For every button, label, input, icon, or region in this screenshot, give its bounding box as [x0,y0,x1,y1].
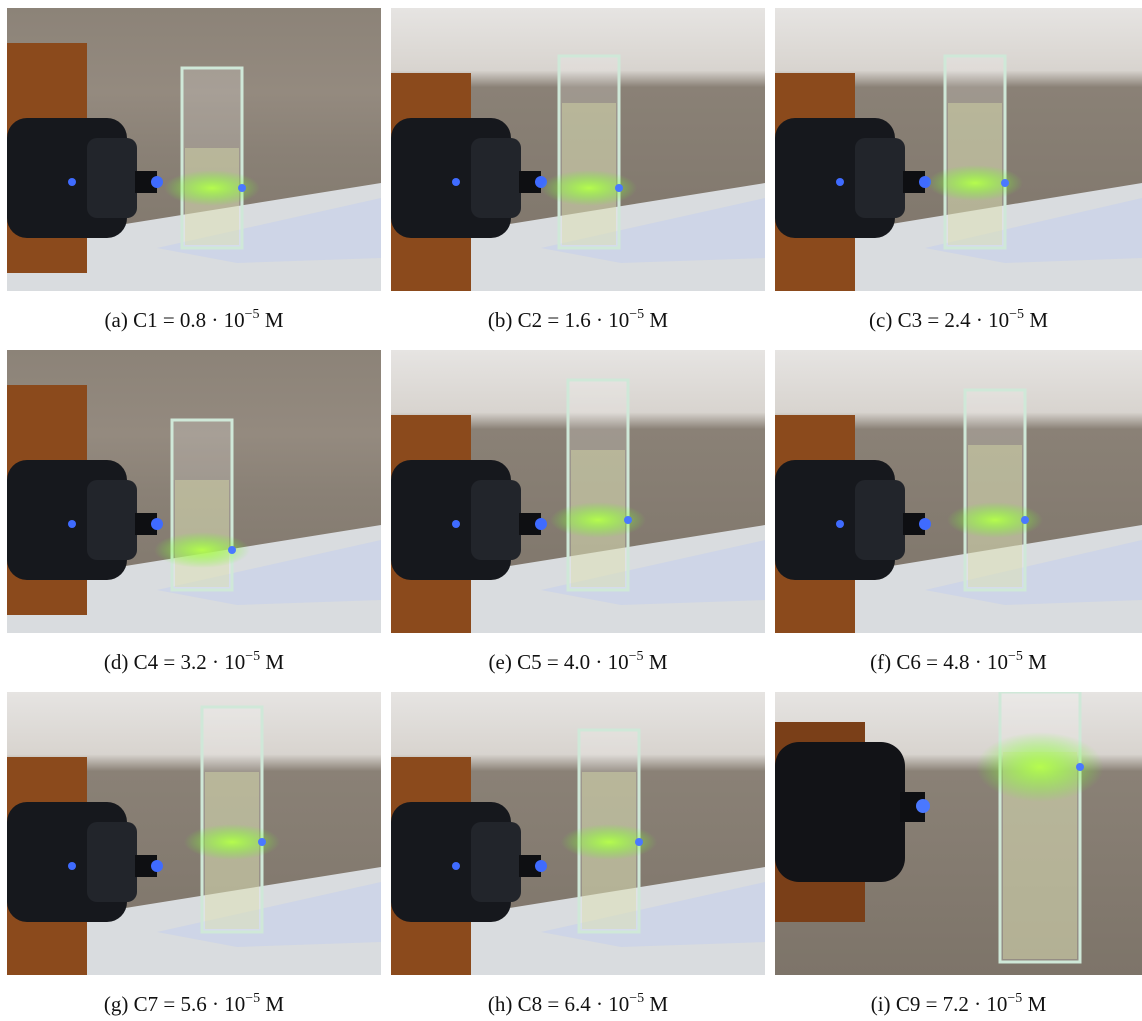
caption-exponent: −5 [629,307,644,322]
blue-spot [238,184,246,192]
photo [391,8,765,291]
caption-text: C7 = 5.6 · 10 [134,992,246,1016]
caption: (e) C5 = 4.0 · 10−5 M [391,649,765,675]
panel: (f) C6 = 4.8 · 10−5 M [775,350,1142,633]
caption-text: C4 = 3.2 · 10 [134,650,246,674]
caption-label: (c) [869,308,892,332]
caption-exponent: −5 [245,991,260,1006]
caption: (i) C9 = 7.2 · 10−5 M [775,991,1142,1017]
lens-housing [775,742,905,882]
caption-text: C8 = 6.4 · 10 [518,992,630,1016]
caption-exponent: −5 [629,649,644,664]
lens-front [471,480,521,560]
blue-led-small [68,520,76,528]
lens-front [855,480,905,560]
blue-spot [624,516,632,524]
caption: (a) C1 = 0.8 · 10−5 M [7,307,381,333]
caption-label: (a) [105,308,128,332]
blue-led [151,176,163,188]
caption-label: (e) [489,650,512,674]
panel: (i) C9 = 7.2 · 10−5 M [775,692,1142,975]
lens-front [471,822,521,902]
lens-front [87,822,137,902]
blue-led-small [452,520,460,528]
caption-label: (g) [104,992,129,1016]
photo [7,8,381,291]
panel: (a) C1 = 0.8 · 10−5 M [7,8,381,291]
blue-spot [615,184,623,192]
caption-exponent: −5 [1007,991,1022,1006]
caption: (f) C6 = 4.8 · 10−5 M [775,649,1142,675]
photo [775,692,1142,975]
caption-exponent: −5 [245,307,260,322]
blue-led [919,518,931,530]
blue-led-small [836,178,844,186]
photo [775,8,1142,291]
blue-led-small [836,520,844,528]
blue-spot [228,546,236,554]
blue-led-small [68,862,76,870]
blue-led [151,860,163,872]
fluorescence [976,732,1104,802]
blue-led [535,860,547,872]
panel: (c) C3 = 2.4 · 10−5 M [775,8,1142,291]
blue-led-small [452,862,460,870]
blue-led [151,518,163,530]
caption-label: (i) [871,992,891,1016]
photo [7,350,381,633]
blue-led-small [68,178,76,186]
caption-label: (b) [488,308,513,332]
panel: (e) C5 = 4.0 · 10−5 M [391,350,765,633]
lens-front [87,138,137,218]
caption-label: (d) [104,650,129,674]
blue-led-small [452,178,460,186]
caption-unit: M [265,308,284,332]
caption-unit: M [649,992,668,1016]
caption-text: C6 = 4.8 · 10 [896,650,1008,674]
blue-spot [1001,179,1009,187]
caption-label: (h) [488,992,513,1016]
lens-front [471,138,521,218]
caption-unit: M [1029,308,1048,332]
blue-led [916,799,930,813]
caption-unit: M [265,650,284,674]
blue-spot [1021,516,1029,524]
caption-text: C1 = 0.8 · 10 [133,308,245,332]
lens-front [855,138,905,218]
caption: (g) C7 = 5.6 · 10−5 M [7,991,381,1017]
photo [775,350,1142,633]
caption: (b) C2 = 1.6 · 10−5 M [391,307,765,333]
caption-label: (f) [870,650,891,674]
caption-unit: M [649,650,668,674]
caption-text: C3 = 2.4 · 10 [898,308,1010,332]
caption-exponent: −5 [1009,307,1024,322]
caption-text: C2 = 1.6 · 10 [518,308,630,332]
caption-unit: M [1028,992,1047,1016]
figure: (a) C1 = 0.8 · 10−5 M(b) C2 = 1.6 · 10−5… [0,0,1142,1021]
panel: (g) C7 = 5.6 · 10−5 M [7,692,381,975]
panel: (h) C8 = 6.4 · 10−5 M [391,692,765,975]
blue-spot [258,838,266,846]
lens-front [87,480,137,560]
photo [391,692,765,975]
caption: (d) C4 = 3.2 · 10−5 M [7,649,381,675]
blue-led [535,518,547,530]
blue-spot [635,838,643,846]
caption-unit: M [649,308,668,332]
blue-spot [1076,763,1084,771]
caption-exponent: −5 [629,991,644,1006]
caption: (h) C8 = 6.4 · 10−5 M [391,991,765,1017]
caption-exponent: −5 [245,649,260,664]
caption-text: C9 = 7.2 · 10 [896,992,1008,1016]
caption: (c) C3 = 2.4 · 10−5 M [775,307,1142,333]
photo [7,692,381,975]
caption-exponent: −5 [1008,649,1023,664]
photo [391,350,765,633]
caption-unit: M [265,992,284,1016]
panel: (b) C2 = 1.6 · 10−5 M [391,8,765,291]
caption-unit: M [1028,650,1047,674]
panel: (d) C4 = 3.2 · 10−5 M [7,350,381,633]
caption-text: C5 = 4.0 · 10 [517,650,629,674]
